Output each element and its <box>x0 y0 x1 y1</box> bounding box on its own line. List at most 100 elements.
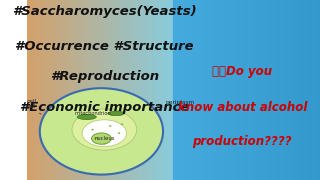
Text: nucleus: nucleus <box>94 136 115 141</box>
Bar <box>317 0 320 180</box>
Bar <box>244 0 247 180</box>
Bar <box>252 0 255 180</box>
Bar <box>50 0 53 180</box>
Bar <box>47 0 50 180</box>
Bar <box>53 0 56 180</box>
Bar <box>56 0 59 180</box>
Bar <box>176 0 179 180</box>
Bar <box>126 0 129 180</box>
Bar <box>156 0 159 180</box>
Bar <box>121 0 124 180</box>
Bar <box>288 0 291 180</box>
Text: periplasm: periplasm <box>166 100 195 105</box>
Text: production????: production???? <box>192 135 292 148</box>
Bar <box>223 0 226 180</box>
Bar <box>135 0 138 180</box>
Bar <box>97 0 100 180</box>
Bar <box>129 0 132 180</box>
Bar <box>214 0 217 180</box>
Ellipse shape <box>77 114 96 120</box>
Bar <box>267 0 270 180</box>
Bar <box>282 0 285 180</box>
Bar <box>276 0 279 180</box>
Bar <box>197 0 200 180</box>
Bar <box>29 0 32 180</box>
Bar <box>226 0 229 180</box>
Bar <box>285 0 288 180</box>
Bar <box>38 0 41 180</box>
Bar <box>279 0 282 180</box>
Ellipse shape <box>94 138 97 139</box>
Bar <box>147 0 150 180</box>
Ellipse shape <box>92 133 111 144</box>
Bar <box>308 0 311 180</box>
Bar <box>132 0 135 180</box>
Bar <box>241 0 244 180</box>
Ellipse shape <box>108 111 124 116</box>
Bar <box>62 0 65 180</box>
Bar <box>94 0 97 180</box>
Bar <box>205 0 209 180</box>
Bar <box>109 0 112 180</box>
Bar <box>150 0 153 180</box>
Bar <box>65 0 68 180</box>
Bar <box>115 0 117 180</box>
Bar <box>144 0 147 180</box>
Bar <box>153 0 156 180</box>
Bar <box>311 0 314 180</box>
Bar <box>173 0 176 180</box>
Bar <box>36 0 38 180</box>
Bar <box>44 0 47 180</box>
Bar <box>302 0 305 180</box>
Ellipse shape <box>118 132 120 134</box>
Text: know about alcohol: know about alcohol <box>178 101 307 114</box>
Bar <box>162 0 164 180</box>
Bar <box>164 0 167 180</box>
Bar <box>82 0 85 180</box>
Bar <box>300 0 302 180</box>
Bar <box>200 0 203 180</box>
Text: mitochondrion: mitochondrion <box>74 111 111 116</box>
Bar <box>59 0 62 180</box>
Text: #Reproduction: #Reproduction <box>50 70 159 83</box>
Text: #Economic importance: #Economic importance <box>20 101 189 114</box>
Bar <box>100 0 103 180</box>
Bar <box>232 0 235 180</box>
Bar <box>27 0 29 180</box>
Bar <box>235 0 238 180</box>
Text: #Occurrence #Structure: #Occurrence #Structure <box>15 40 194 53</box>
Bar <box>297 0 300 180</box>
Bar <box>203 0 205 180</box>
Bar <box>291 0 293 180</box>
Bar <box>68 0 71 180</box>
Bar <box>71 0 74 180</box>
Ellipse shape <box>72 109 137 150</box>
Text: #Saccharomyces(Yeasts): #Saccharomyces(Yeasts) <box>12 5 197 18</box>
Bar <box>76 0 79 180</box>
Bar <box>124 0 126 180</box>
Ellipse shape <box>40 88 163 175</box>
Ellipse shape <box>121 123 123 125</box>
Bar <box>305 0 308 180</box>
Bar <box>212 0 214 180</box>
Bar <box>32 0 36 180</box>
Bar <box>41 0 44 180</box>
Bar <box>159 0 162 180</box>
Bar <box>188 0 191 180</box>
Bar <box>88 0 91 180</box>
Bar <box>79 0 82 180</box>
Bar <box>273 0 276 180</box>
Bar <box>170 0 173 180</box>
Bar <box>270 0 273 180</box>
Bar <box>117 0 121 180</box>
Bar <box>217 0 220 180</box>
Bar <box>264 0 267 180</box>
Ellipse shape <box>103 143 106 145</box>
Bar <box>191 0 194 180</box>
Bar <box>85 0 88 180</box>
Text: 🤔🤔Do you: 🤔🤔Do you <box>212 65 272 78</box>
Bar <box>138 0 141 180</box>
Bar <box>314 0 317 180</box>
Bar <box>112 0 115 180</box>
Bar <box>209 0 212 180</box>
